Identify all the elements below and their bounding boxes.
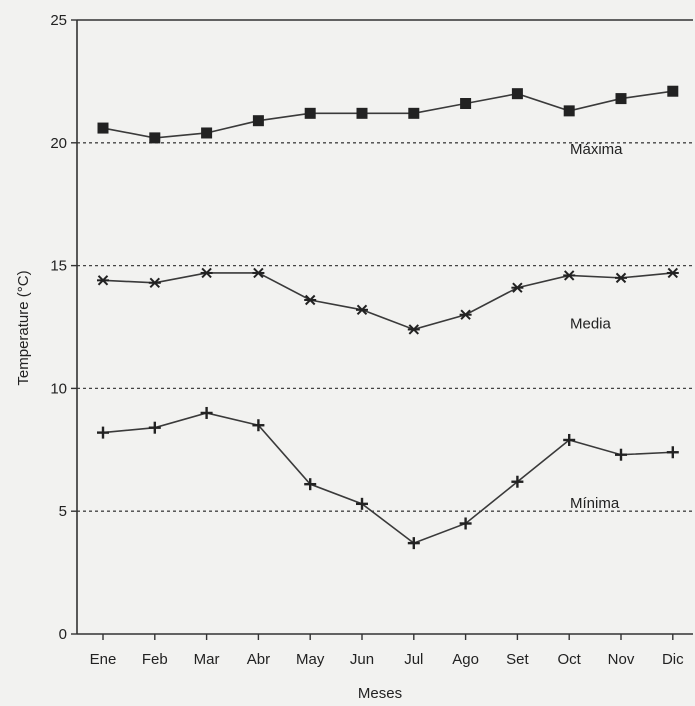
data-point-maxima-nov [615, 93, 627, 105]
data-point-maxima-feb [149, 132, 161, 144]
series-line-maxima [102, 90, 673, 139]
data-point-maxima-set [511, 88, 523, 100]
data-point-media-set [511, 282, 524, 293]
x-tick-label-jul: Jul [404, 651, 423, 668]
data-point-maxima-abr [252, 115, 264, 127]
data-point-media-jul [407, 324, 420, 335]
data-point-maxima-jul [408, 107, 420, 119]
x-tick-label-jun: Jun [350, 651, 374, 668]
y-tick-label-20: 20 [50, 135, 67, 152]
series-label-minima: Mínima [570, 495, 620, 512]
data-point-media-mar [200, 267, 213, 279]
series-group [97, 85, 679, 550]
data-point-maxima-jun [356, 107, 368, 119]
x-axis-label: Meses [358, 685, 402, 702]
data-point-media-feb [148, 277, 161, 288]
x-tick-label-nov: Nov [608, 651, 635, 668]
data-point-minima-abr [252, 419, 265, 432]
data-point-maxima-oct [563, 105, 575, 117]
x-tick-label-abr: Abr [247, 651, 270, 668]
series-line-minima [102, 412, 673, 545]
data-point-minima-jun [356, 497, 368, 510]
y-axis-label: Temperature (°C) [15, 270, 32, 385]
series-label-maxima: Máxima [570, 141, 623, 158]
data-point-minima-may [304, 478, 317, 491]
data-point-media-may [304, 294, 317, 306]
series-media [97, 267, 679, 335]
y-tick-label-5: 5 [59, 503, 67, 520]
axes [76, 19, 693, 635]
data-point-minima-ago [459, 517, 472, 530]
x-tick-label-mar: Mar [194, 651, 220, 668]
x-tick-label-may: May [296, 651, 325, 668]
data-point-maxima-dic [667, 85, 679, 97]
series-maxima [97, 85, 679, 144]
data-point-media-dic [666, 267, 679, 279]
x-tick-label-feb: Feb [142, 651, 168, 668]
data-point-media-nov [615, 272, 627, 284]
series-minima [97, 406, 679, 550]
data-point-minima-oct [563, 433, 576, 446]
data-point-minima-set [511, 475, 524, 488]
data-point-minima-jul [407, 537, 420, 550]
series-labels: Máxima Media Mínima [570, 141, 623, 512]
data-point-media-jun [356, 304, 368, 316]
data-point-maxima-mar [201, 127, 213, 139]
x-tick-label-ago: Ago [452, 651, 479, 668]
x-tick-label-oct: Oct [558, 651, 582, 668]
data-point-media-oct [563, 270, 576, 281]
grid-lines [77, 142, 693, 512]
x-tick-label-dic: Dic [662, 651, 684, 668]
y-tick-label-15: 15 [50, 258, 67, 275]
y-tick-label-0: 0 [59, 626, 67, 643]
x-tick-label-ene: Ene [90, 651, 117, 668]
data-point-maxima-ene [97, 122, 109, 134]
data-point-media-ago [459, 309, 472, 320]
data-point-minima-nov [615, 448, 627, 461]
data-point-minima-feb [148, 421, 161, 434]
data-point-media-ene [97, 275, 109, 286]
x-tick-labels: Ene Feb Mar Abr May Jun Jul Ago Set Oct Nov Dic [90, 634, 684, 668]
series-line-media [102, 272, 673, 331]
x-tick-label-set: Set [506, 651, 529, 668]
series-label-media: Media [570, 316, 612, 333]
data-point-minima-mar [200, 406, 213, 419]
y-tick-labels: 0 5 10 15 20 25 [50, 12, 77, 643]
y-tick-label-25: 25 [50, 12, 67, 29]
data-point-media-abr [252, 267, 265, 279]
data-point-minima-dic [666, 446, 679, 459]
data-point-maxima-may [304, 107, 316, 119]
data-point-minima-ene [97, 426, 109, 439]
y-tick-label-10: 10 [50, 380, 67, 397]
data-point-maxima-ago [460, 98, 472, 110]
